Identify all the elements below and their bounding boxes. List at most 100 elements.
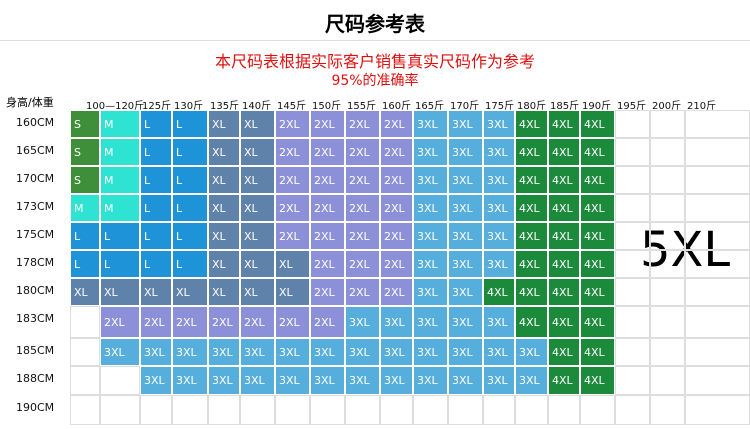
- size-cell: L: [172, 194, 208, 222]
- size-cell: S: [70, 110, 100, 138]
- size-cell: 2XL: [345, 278, 380, 306]
- size-cell: 2XL: [345, 250, 380, 278]
- size-cell: XL: [208, 194, 240, 222]
- size-cell: 2XL: [310, 194, 345, 222]
- size-cell: [685, 395, 750, 425]
- size-cell: [310, 395, 345, 425]
- size-cell: 4XL: [580, 194, 615, 222]
- column-label: 185斤: [550, 101, 580, 112]
- column-label: 160斤: [382, 101, 412, 112]
- column-label: 130斤: [174, 101, 204, 112]
- size-cell: 3XL: [208, 338, 240, 366]
- size-cell: 2XL: [100, 306, 140, 338]
- size-cell: [380, 395, 413, 425]
- row-label: 188CM: [16, 372, 55, 385]
- row-label: 180CM: [16, 284, 55, 297]
- size-cell: 3XL: [100, 338, 140, 366]
- size-cell: 2XL: [275, 138, 310, 166]
- size-cell: [650, 194, 685, 222]
- size-cell: [615, 166, 650, 194]
- size-cell: [140, 395, 172, 425]
- size-cell: 3XL: [380, 338, 413, 366]
- size-cell: 3XL: [448, 166, 483, 194]
- size-cell: XL: [275, 278, 310, 306]
- size-cell: 3XL: [448, 222, 483, 250]
- size-cell: [515, 395, 548, 425]
- size-cell: 4XL: [548, 138, 580, 166]
- size-cell: 3XL: [483, 338, 515, 366]
- size-cell: 4XL: [548, 222, 580, 250]
- size-cell: 3XL: [483, 110, 515, 138]
- size-cell: XL: [208, 166, 240, 194]
- size-cell: XL: [240, 194, 275, 222]
- size-cell: 2XL: [310, 138, 345, 166]
- size-cell: 4XL: [580, 338, 615, 366]
- column-label: 125斤: [142, 101, 172, 112]
- column-label: 155斤: [347, 101, 377, 112]
- size-cell: [240, 395, 275, 425]
- size-cell: 2XL: [380, 278, 413, 306]
- size-cell: M: [100, 110, 140, 138]
- column-label: 210斤: [687, 101, 717, 112]
- size-cell: M: [100, 138, 140, 166]
- size-cell: [615, 306, 650, 338]
- size-cell: 4XL: [580, 138, 615, 166]
- size-cell: 2XL: [275, 166, 310, 194]
- size-cell: [615, 110, 650, 138]
- size-cell: [650, 138, 685, 166]
- size-cell: [650, 395, 685, 425]
- size-cell: 3XL: [483, 366, 515, 395]
- size-cell: 2XL: [345, 166, 380, 194]
- size-cell: 3XL: [483, 138, 515, 166]
- size-cell: 4XL: [548, 110, 580, 138]
- size-cell: 4XL: [580, 306, 615, 338]
- size-cell: XL: [140, 278, 172, 306]
- size-cell: 2XL: [310, 278, 345, 306]
- size-cell: 2XL: [310, 110, 345, 138]
- size-cell: 4XL: [580, 110, 615, 138]
- size-cell: [650, 338, 685, 366]
- column-label: 170斤: [450, 101, 480, 112]
- size-cell: 3XL: [448, 194, 483, 222]
- size-cell: [685, 166, 750, 194]
- size-cell: 4XL: [580, 222, 615, 250]
- size-cell: [685, 338, 750, 366]
- size-cell: 3XL: [413, 138, 448, 166]
- size-cell: 4XL: [580, 366, 615, 395]
- row-label: 173CM: [16, 200, 55, 213]
- size-cell: [685, 278, 750, 306]
- size-cell: L: [140, 250, 172, 278]
- size-cell: 2XL: [310, 222, 345, 250]
- size-cell: [615, 395, 650, 425]
- column-label: 145斤: [277, 101, 307, 112]
- size-cell: L: [140, 110, 172, 138]
- size-cell: L: [172, 250, 208, 278]
- size-cell: [208, 395, 240, 425]
- size-cell: [413, 395, 448, 425]
- size-cell: XL: [240, 222, 275, 250]
- size-cell: L: [140, 194, 172, 222]
- size-cell: 2XL: [208, 306, 240, 338]
- size-cell: [615, 194, 650, 222]
- size-cell: 3XL: [310, 366, 345, 395]
- size-cell: 3XL: [140, 366, 172, 395]
- size-cell: XL: [208, 278, 240, 306]
- size-cell: 4XL: [548, 166, 580, 194]
- size-cell: [615, 338, 650, 366]
- size-cell: [448, 395, 483, 425]
- column-label: 140斤: [242, 101, 272, 112]
- size-cell: 3XL: [448, 338, 483, 366]
- size-cell: XL: [208, 222, 240, 250]
- size-cell: 3XL: [345, 366, 380, 395]
- size-cell: L: [70, 222, 100, 250]
- size-cell: [345, 395, 380, 425]
- size-cell: 4XL: [548, 338, 580, 366]
- size-cell: 2XL: [310, 250, 345, 278]
- size-cell: [685, 194, 750, 222]
- size-cell: 3XL: [172, 338, 208, 366]
- size-cell: 4XL: [548, 278, 580, 306]
- column-label: 150斤: [312, 101, 342, 112]
- size-cell: 3XL: [448, 110, 483, 138]
- size-cell: 3XL: [483, 222, 515, 250]
- size-cell: [615, 138, 650, 166]
